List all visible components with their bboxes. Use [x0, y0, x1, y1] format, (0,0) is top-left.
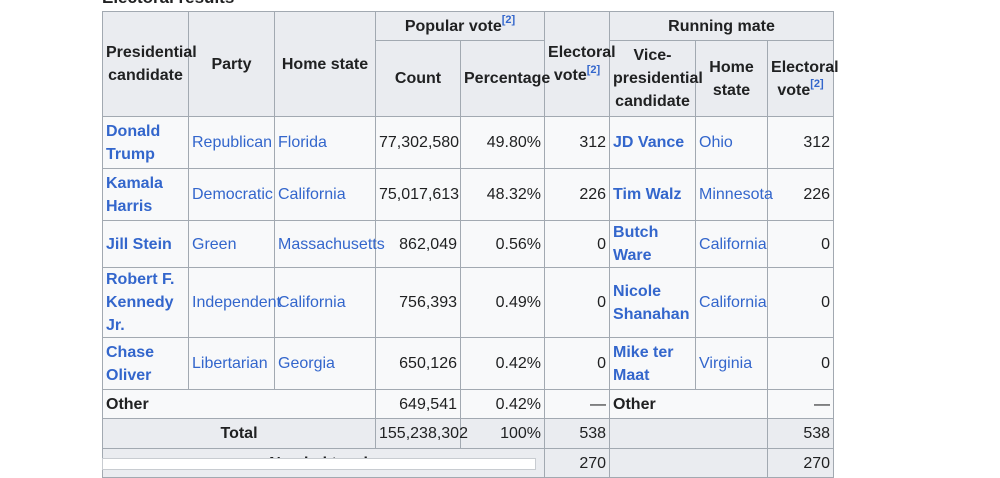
running-mate-link[interactable]: Nicole Shanahan	[613, 282, 690, 323]
header-rm-electoral-vote: Electoral vote[2]	[767, 40, 839, 117]
header-running-mate: Running mate	[609, 11, 835, 41]
state-link[interactable]: California	[278, 186, 346, 203]
running-mate-link[interactable]: JD Vance	[613, 134, 685, 151]
other-running-mate-label: Other	[609, 389, 769, 419]
needed-spacer	[609, 448, 769, 478]
running-mate-electoral-votes: 226	[767, 168, 835, 221]
candidate-link[interactable]: Jill Stein	[106, 235, 172, 253]
header-percentage: Percentage	[459, 40, 550, 117]
popular-count: 650,126	[375, 337, 461, 390]
popular-count: 75,017,613	[375, 168, 461, 221]
table-row: Donald Trump Republican Florida 77,302,5…	[102, 116, 835, 169]
running-mate-electoral-votes: 0	[767, 267, 835, 338]
electoral-results-table: Presidential candidate Party Home state …	[101, 11, 839, 478]
total-electoral-votes: 538	[544, 418, 611, 449]
electoral-votes: —	[544, 389, 611, 419]
party-link[interactable]: Democratic	[192, 186, 273, 203]
electoral-votes: 0	[544, 267, 611, 338]
header-count: Count	[375, 40, 461, 117]
total-percentage: 100%	[459, 418, 546, 449]
popular-count: 77,302,580	[375, 116, 461, 169]
popular-percentage: 49.80%	[459, 116, 546, 169]
table-row: Kamala Harris Democratic California 75,0…	[102, 168, 835, 221]
party-link[interactable]: Green	[192, 235, 237, 253]
running-mate-electoral-votes: —	[767, 389, 835, 419]
running-mate-link[interactable]: Butch Ware	[613, 224, 659, 264]
party-link[interactable]: Republican	[192, 134, 273, 151]
total-running-mate-electoral-votes: 538	[767, 418, 835, 449]
header-presidential-candidate: Presidential candidate	[102, 11, 197, 117]
running-mate-state-link[interactable]: California	[699, 235, 767, 253]
popular-percentage: 0.56%	[459, 220, 546, 268]
electoral-votes: 0	[544, 220, 611, 268]
table-row: Jill Stein Green Massachusetts 862,049 0…	[102, 220, 835, 268]
header-party: Party	[188, 11, 275, 117]
popular-percentage: 0.49%	[459, 267, 546, 338]
header-home-state: Home state	[274, 11, 376, 117]
running-mate-electoral-votes: 0	[767, 220, 835, 268]
electoral-votes: 0	[544, 337, 611, 390]
state-link[interactable]: Massachusetts	[278, 235, 385, 253]
total-label: Total	[102, 418, 376, 449]
popular-percentage: 0.42%	[459, 389, 546, 419]
popular-percentage: 48.32%	[459, 168, 546, 221]
electoral-votes: 226	[544, 168, 611, 221]
popular-count: 756,393	[375, 267, 461, 338]
running-mate-electoral-votes: 0	[767, 337, 835, 390]
party-link[interactable]: Libertarian	[192, 355, 268, 372]
popular-count: 649,541	[375, 389, 461, 419]
running-mate-state-link[interactable]: Ohio	[699, 134, 733, 151]
running-mate-state-link[interactable]: Virginia	[699, 355, 753, 372]
party-link[interactable]: Independent	[192, 294, 281, 311]
total-count: 155,238,302	[375, 418, 468, 449]
running-mate-state-link[interactable]: Minnesota	[699, 186, 773, 203]
state-link[interactable]: Florida	[278, 134, 327, 151]
table-row: Robert F. Kennedy Jr. Independent Califo…	[102, 267, 835, 338]
needed-electoral-votes: 270	[544, 448, 611, 478]
reference-link[interactable]: [2]	[810, 78, 824, 91]
candidate-link[interactable]: Robert F. Kennedy Jr.	[106, 271, 175, 334]
candidate-link[interactable]: Chase Oliver	[106, 343, 155, 384]
header-popular-vote: Popular vote[2]	[374, 11, 546, 41]
running-mate-state-link[interactable]: California	[699, 294, 767, 311]
table-row: Chase Oliver Libertarian Georgia 650,126…	[102, 337, 835, 390]
running-mate-link[interactable]: Mike ter Maat	[613, 343, 674, 384]
reference-link[interactable]: [2]	[501, 14, 516, 27]
other-label: Other	[102, 389, 376, 419]
popular-percentage: 0.42%	[459, 337, 546, 390]
reference-link[interactable]: [2]	[586, 63, 601, 76]
electoral-votes: 312	[544, 116, 611, 169]
popular-count: 862,049	[375, 220, 461, 268]
candidate-link[interactable]: Donald Trump	[106, 122, 161, 163]
next-section-box	[102, 458, 536, 470]
state-link[interactable]: California	[278, 294, 346, 311]
total-spacer	[609, 418, 769, 449]
header-rm-home-state: Home state	[695, 40, 769, 117]
state-link[interactable]: Georgia	[278, 355, 335, 372]
running-mate-electoral-votes: 312	[767, 116, 835, 169]
running-mate-link[interactable]: Tim Walz	[613, 186, 682, 203]
total-row: Total 155,238,302 100% 538 538	[102, 418, 835, 449]
candidate-link[interactable]: Kamala Harris	[106, 174, 163, 215]
other-row: Other 649,541 0.42% — Other —	[102, 389, 835, 419]
header-vp-candidate: Vice-presidential candidate	[609, 40, 703, 117]
header-electoral-vote: Electoral vote[2]	[544, 11, 616, 117]
needed-running-mate-electoral-votes: 270	[767, 448, 835, 478]
table-caption: Electoral results	[102, 0, 234, 8]
